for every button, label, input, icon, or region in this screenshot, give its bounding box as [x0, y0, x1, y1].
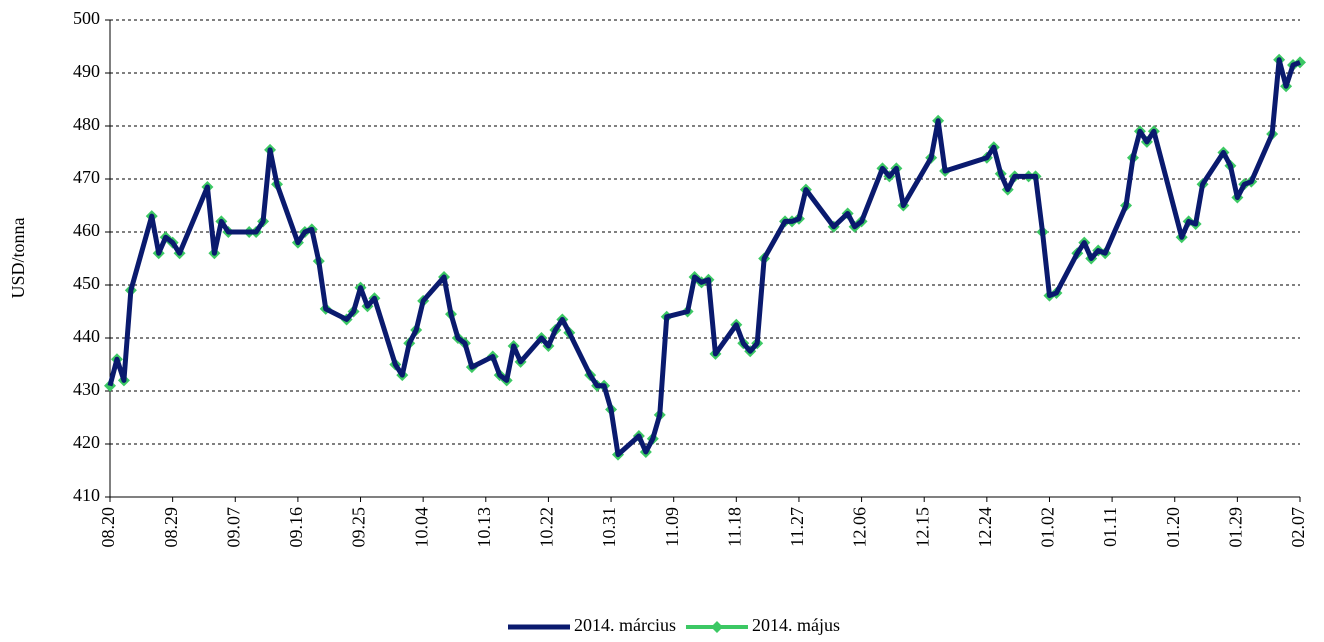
- series-line: [107, 57, 1301, 458]
- legend-label: 2014. március: [574, 615, 676, 635]
- legend-marker: [710, 621, 723, 633]
- x-tick-label: 09.16: [286, 507, 306, 548]
- x-tick-label: 09.07: [223, 507, 243, 548]
- x-tick-label: 11.18: [724, 507, 744, 547]
- x-tick-label: 10.13: [474, 507, 494, 548]
- x-tick-label: 12.06: [850, 507, 870, 548]
- x-tick-label: 01.11: [1100, 507, 1120, 547]
- x-tick-label: 01.20: [1163, 507, 1183, 548]
- y-tick-label: 420: [73, 432, 100, 452]
- x-tick-label: 02.07: [1288, 507, 1308, 548]
- y-tick-label: 490: [73, 61, 100, 81]
- y-tick-label: 470: [73, 167, 100, 187]
- x-tick-label: 12.24: [975, 507, 995, 548]
- x-tick-label: 01.02: [1038, 507, 1058, 548]
- x-tick-label: 12.15: [912, 507, 932, 548]
- y-tick-label: 480: [73, 114, 100, 134]
- x-tick-label: 10.04: [411, 507, 431, 548]
- y-tick-label: 440: [73, 326, 100, 346]
- x-tick-label: 10.31: [599, 507, 619, 548]
- y-tick-label: 450: [73, 273, 100, 293]
- x-tick-label: 09.25: [349, 507, 369, 548]
- x-tick-label: 10.22: [537, 507, 557, 548]
- y-tick-label: 410: [73, 485, 100, 505]
- x-tick-label: 08.29: [161, 507, 181, 548]
- x-tick-label: 11.09: [662, 507, 682, 547]
- series-line: [108, 58, 1301, 457]
- y-tick-label: 460: [73, 220, 100, 240]
- y-axis-title: USD/tonna: [8, 217, 28, 298]
- legend-label: 2014. május: [752, 615, 840, 635]
- x-tick-label: 01.29: [1225, 507, 1245, 548]
- x-tick-label: 11.27: [787, 507, 807, 547]
- x-tick-label: 08.20: [98, 507, 118, 548]
- y-tick-label: 500: [73, 8, 100, 28]
- y-tick-label: 430: [73, 379, 100, 399]
